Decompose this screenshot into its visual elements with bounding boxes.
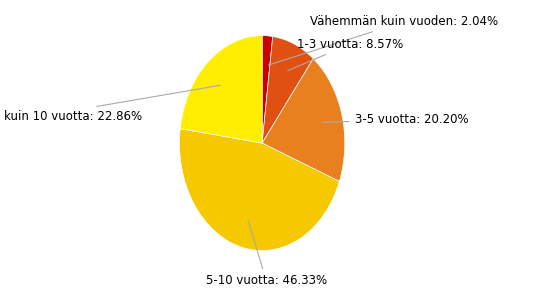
Wedge shape	[262, 36, 273, 143]
Text: Kauemmin kuin 10 vuotta: 22.86%: Kauemmin kuin 10 vuotta: 22.86%	[0, 85, 220, 123]
Text: Vähemmän kuin vuoden: 2.04%: Vähemmän kuin vuoden: 2.04%	[269, 15, 498, 65]
Text: 5-10 vuotta: 46.33%: 5-10 vuotta: 46.33%	[206, 221, 327, 287]
Text: 3-5 vuotta: 20.20%: 3-5 vuotta: 20.20%	[322, 113, 468, 126]
Wedge shape	[262, 59, 345, 181]
Wedge shape	[262, 36, 314, 143]
Wedge shape	[180, 36, 262, 143]
Text: 1-3 vuotta: 8.57%: 1-3 vuotta: 8.57%	[288, 38, 403, 71]
Wedge shape	[179, 129, 339, 251]
